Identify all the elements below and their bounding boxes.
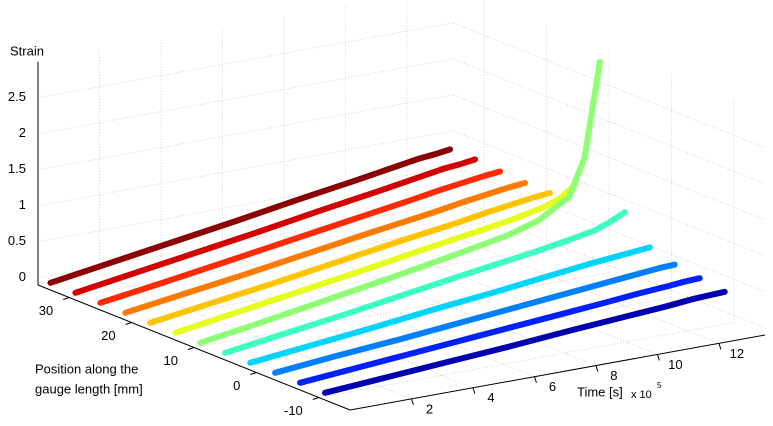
- z-tick-label: 0.5: [8, 233, 26, 248]
- x-tick: [411, 398, 414, 406]
- grid-line: [37, 166, 454, 243]
- x-tick: [656, 354, 660, 361]
- z-tick-label: 2.5: [8, 89, 26, 104]
- strain-line: [122, 180, 528, 316]
- x-axis-multiplier: x 10: [631, 389, 652, 401]
- x-tick: [472, 387, 476, 394]
- x-tick-label: 6: [549, 379, 556, 394]
- grid-line: [452, 58, 766, 185]
- z-tick-label: 2: [19, 125, 26, 140]
- y-tick-label: 10: [164, 353, 178, 368]
- z-tick-label: 1.5: [8, 161, 26, 176]
- y-tick: [187, 347, 195, 350]
- grid-line: [37, 130, 454, 207]
- grid-line: [452, 166, 766, 293]
- grid-line: [452, 22, 766, 149]
- strain-line: [97, 168, 503, 306]
- y-tick-label: 0: [233, 378, 240, 393]
- x-tick-label: 12: [730, 346, 744, 361]
- grid-line: [131, 247, 547, 323]
- grid-line: [99, 273, 412, 400]
- y-axis-label: gauge length [mm]: [35, 381, 143, 396]
- strain-line: [147, 190, 553, 326]
- grid-line: [318, 322, 734, 398]
- strain-line: [297, 275, 703, 386]
- x-tick: [595, 365, 599, 372]
- grid-line: [406, 217, 720, 344]
- grid-line: [452, 94, 766, 221]
- grid-line: [37, 94, 454, 171]
- grid-line: [452, 130, 766, 257]
- strain-line: [222, 209, 628, 356]
- strain-line: [197, 58, 603, 346]
- strain-line: [322, 288, 728, 396]
- x-axis-exponent: 5: [657, 381, 662, 390]
- grid-line: [256, 297, 672, 373]
- y-tick: [312, 397, 319, 400]
- grid-line: [37, 22, 454, 99]
- axis-line: [349, 334, 766, 411]
- y-tick: [63, 297, 70, 300]
- strain-line: [247, 244, 653, 366]
- grid-line: [37, 58, 454, 135]
- grid-line: [193, 272, 610, 348]
- y-tick: [250, 372, 257, 375]
- y-axis-label: Position along the: [35, 361, 138, 376]
- grid-line: [37, 202, 454, 279]
- grid-line: [452, 202, 766, 329]
- y-tick-label: -10: [284, 403, 303, 418]
- z-tick-label: 1: [19, 197, 26, 212]
- strain-line: [272, 261, 678, 376]
- strain-line: [172, 182, 578, 336]
- strain-line: [72, 156, 479, 296]
- x-tick-label: 4: [487, 390, 494, 405]
- strain-line: [47, 146, 454, 286]
- x-tick-label: 8: [610, 368, 617, 383]
- y-tick-label: 20: [101, 328, 115, 343]
- x-tick-label: 2: [426, 401, 433, 416]
- x-axis-label: Time [s]: [577, 384, 623, 399]
- axis-line: [37, 284, 351, 411]
- y-tick: [125, 322, 132, 325]
- x-tick: [533, 376, 537, 383]
- grid-line: [222, 251, 535, 378]
- y-tick-label: 30: [39, 303, 53, 318]
- z-tick-label: 0: [19, 269, 26, 284]
- z-axis-label: Strain: [10, 43, 44, 58]
- x-tick: [718, 343, 722, 350]
- x-tick-label: 10: [668, 357, 682, 372]
